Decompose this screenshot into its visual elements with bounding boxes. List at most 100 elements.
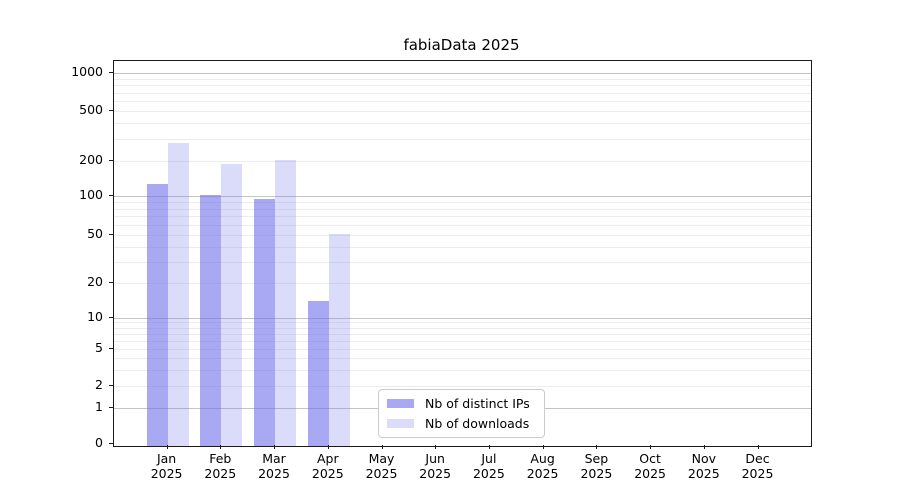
y-tick-label: 0 [95,435,103,451]
x-tick-year: 2025 [526,466,559,481]
legend-swatch-distinct-ips [387,399,414,409]
minor-gridline [114,123,811,125]
bar-nb-of-distinct-ips [307,301,329,446]
minor-gridline [114,138,811,140]
x-tick-mark [274,445,275,449]
minor-gridline [114,322,811,324]
x-tick-label: Dec 2025 [730,451,786,481]
x-tick-mark [488,445,490,449]
y-tick-label: 20 [87,274,103,290]
minor-gridline [114,101,811,103]
minor-gridline [114,333,811,335]
minor-gridline [114,161,811,162]
x-tick-year: 2025 [687,466,720,481]
x-tick-mark [220,445,222,449]
minor-gridline [114,261,811,263]
y-tick-label: 1000 [71,64,103,80]
y-tick-label: 50 [87,226,103,241]
bar-nb-of-distinct-ips [146,184,168,446]
x-tick-mark [327,445,329,449]
x-tick-year: 2025 [472,466,505,481]
minor-gridline [114,348,811,350]
y-tick-mark [109,347,113,349]
minor-gridline [114,216,811,218]
x-tick-label: Apr 2025 [300,451,356,481]
x-tick-label: Sep 2025 [568,451,624,481]
x-tick-label: Feb 2025 [192,451,248,481]
bar-nb-of-downloads [275,160,296,446]
y-tick-mark [109,195,113,197]
minor-gridline [114,283,811,285]
major-gridline [114,73,811,75]
minor-gridline [114,208,811,210]
y-tick-label: 500 [79,102,103,117]
chart-title: fabiaData 2025 [403,36,520,54]
minor-gridline [114,111,811,112]
minor-gridline [114,79,811,80]
minor-gridline [114,246,811,248]
y-tick-mark [109,282,113,284]
minor-gridline [114,202,811,204]
y-tick-mark [109,110,113,111]
x-tick-mark [703,445,705,449]
x-tick-label: Jun 2025 [407,451,463,481]
y-tick-label: 5 [95,339,103,355]
x-tick-year: 2025 [150,466,183,481]
bar-nb-of-distinct-ips [254,198,275,446]
x-tick-year: 2025 [634,466,666,481]
minor-gridline [114,369,811,371]
x-tick-year: 2025 [365,466,398,481]
y-tick-mark [109,406,113,408]
y-tick-mark [109,385,113,386]
major-gridline [114,196,811,198]
x-tick-label: Aug 2025 [515,451,571,481]
minor-gridline [114,327,811,329]
minor-gridline [114,235,811,236]
minor-gridline [114,92,811,94]
legend-item-downloads: Nb of downloads [379,416,544,431]
legend-swatch-downloads [387,418,414,428]
bar-nb-of-downloads [167,143,189,446]
bar-nb-of-downloads [221,163,243,446]
x-tick-mark [166,445,168,449]
x-tick-mark [381,445,383,449]
x-tick-year: 2025 [741,466,774,481]
x-tick-label: Jul 2025 [461,451,517,481]
y-tick-mark [109,443,113,445]
y-tick-mark [109,160,113,161]
legend-label-downloads: Nb of downloads [425,415,530,431]
y-tick-mark [109,72,113,74]
x-tick-mark [650,445,652,449]
minor-gridline [114,85,811,87]
x-tick-year: 2025 [580,466,613,481]
x-tick-year: 2025 [311,466,344,481]
minor-gridline [114,386,811,387]
major-gridline [114,317,811,319]
x-tick-year: 2025 [204,466,237,481]
y-tick-label: 2 [95,377,103,392]
x-tick-year: 2025 [419,466,452,481]
bar-nb-of-distinct-ips [200,195,222,446]
x-tick-mark [435,445,437,449]
minor-gridline [114,357,811,359]
x-tick-mark [596,445,598,449]
bar-nb-of-downloads [328,233,350,446]
legend-item-distinct-ips: Nb of distinct IPs [379,396,544,411]
legend: Nb of distinct IPs Nb of downloads [378,389,545,438]
y-tick-label: 10 [87,308,103,324]
y-tick-label: 200 [79,152,103,167]
x-tick-year: 2025 [258,466,290,481]
x-tick-label: Mar 2025 [246,451,302,481]
x-tick-label: Jan 2025 [139,451,195,481]
legend-label-distinct-ips: Nb of distinct IPs [425,396,530,412]
x-tick-label: Oct 2025 [622,451,678,481]
y-tick-mark [109,234,113,235]
x-tick-label: May 2025 [354,451,410,481]
y-tick-label: 1 [95,398,103,414]
x-tick-mark [757,445,759,449]
y-tick-mark [109,316,113,318]
minor-gridline [114,340,811,342]
x-tick-mark [542,445,544,449]
y-tick-label: 100 [79,187,103,203]
